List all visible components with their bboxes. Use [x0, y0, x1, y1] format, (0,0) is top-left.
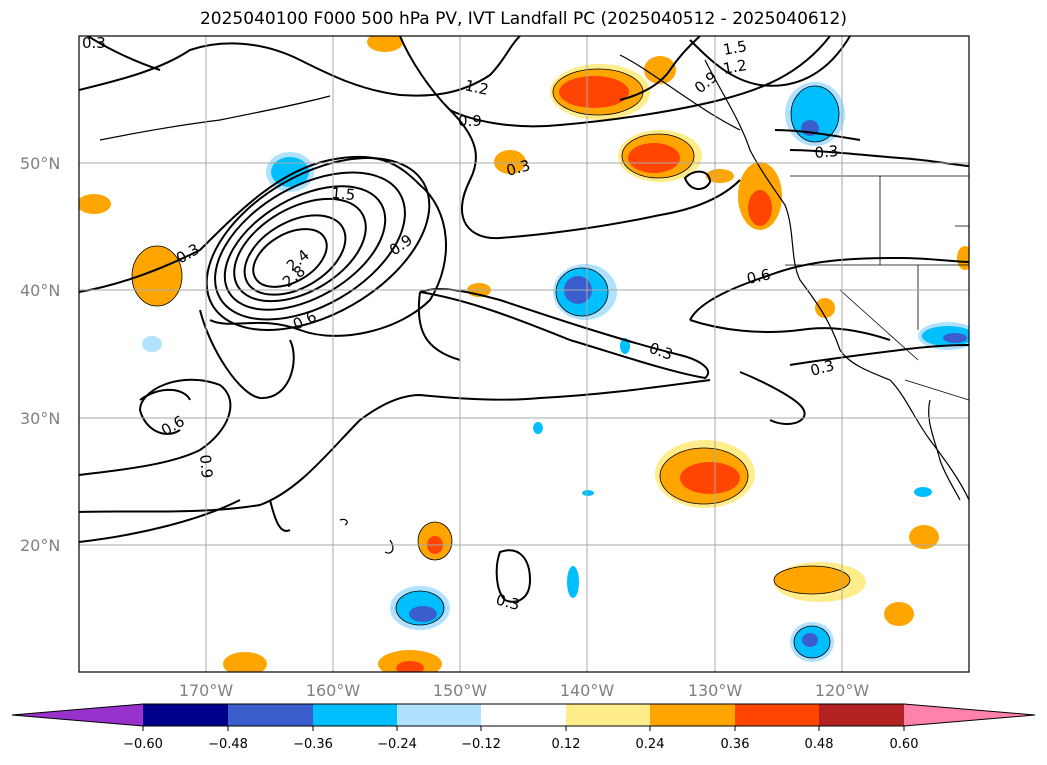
lat-label-20n: 20°N [20, 536, 60, 555]
colorbar-tick-label: 0.48 [805, 737, 834, 752]
colorbar-tick-label: 0.12 [552, 737, 581, 752]
colorbar-tick-label: −0.24 [377, 737, 417, 752]
contour-label: 1.5 [722, 37, 749, 59]
lon-label-170w: 170°W [179, 681, 234, 700]
map-frame [78, 35, 970, 673]
colorbar-tick-label: 0.24 [636, 737, 665, 752]
political-borders [785, 175, 969, 401]
colorbar-extend-high [904, 704, 1035, 726]
colorbar-tick-label: 0.36 [721, 737, 750, 752]
coastlines [99, 54, 969, 554]
colorbar-tick-label: −0.60 [123, 737, 163, 752]
lat-label-40n: 40°N [20, 281, 60, 300]
colorbar-segment [650, 704, 735, 726]
contour-label: 0.3 [808, 356, 836, 380]
longitude-labels: 170°W 160°W 150°W 140°W 130°W 120°W [179, 681, 870, 700]
lon-label-150w: 150°W [433, 681, 488, 700]
contour-label: 0.3 [504, 156, 532, 180]
colorbar-segment [143, 704, 228, 726]
contour-label: 1.5 [331, 184, 356, 204]
lon-label-140w: 140°W [560, 681, 615, 700]
contour-label: 0.3 [494, 590, 522, 614]
gridlines [79, 36, 969, 672]
contour-label: 0.9 [458, 112, 482, 130]
contour-label: 1.2 [722, 56, 749, 78]
colorbar-segment [313, 704, 397, 726]
contour-label: 0.3 [82, 34, 106, 52]
contour-label: 0.6 [745, 265, 772, 288]
colorbar-extend-low [12, 704, 143, 726]
colorbar-ticks [142, 726, 905, 731]
pv-contours [79, 36, 969, 603]
colorbar-segment [397, 704, 481, 726]
colorbar-segment [735, 704, 819, 726]
colorbar-segment [481, 704, 566, 726]
latitude-labels: 50°N 40°N 30°N 20°N [20, 154, 60, 555]
lat-label-50n: 50°N [20, 154, 60, 173]
lat-label-30n: 30°N [20, 409, 60, 428]
contour-label: 0.9 [196, 454, 216, 479]
colorbar-tick-label: −0.48 [208, 737, 248, 752]
colorbar-segment [819, 704, 904, 726]
contour-label: 1.2 [463, 76, 490, 99]
lon-label-120w: 120°W [815, 681, 870, 700]
colorbar-segment [566, 704, 650, 726]
anomaly-shading [79, 36, 969, 672]
colorbar: −0.60 −0.48 −0.36 −0.24 −0.12 0.12 0.24 … [11, 703, 1036, 752]
colorbar-tick-label: 0.60 [890, 737, 919, 752]
map-title: 2025040100 F000 500 hPa PV, IVT Landfall… [199, 9, 847, 29]
contour-labels: 0.3 1.2 0.9 1.5 1.2 0.9 0.3 0.3 1.5 0.9 … [82, 34, 839, 614]
contour-label: 0.3 [814, 142, 839, 162]
colorbar-tick-label: −0.36 [293, 737, 333, 752]
lon-label-130w: 130°W [688, 681, 743, 700]
lon-label-160w: 160°W [306, 681, 361, 700]
colorbar-tick-label: −0.12 [461, 737, 501, 752]
colorbar-segment [228, 704, 313, 726]
